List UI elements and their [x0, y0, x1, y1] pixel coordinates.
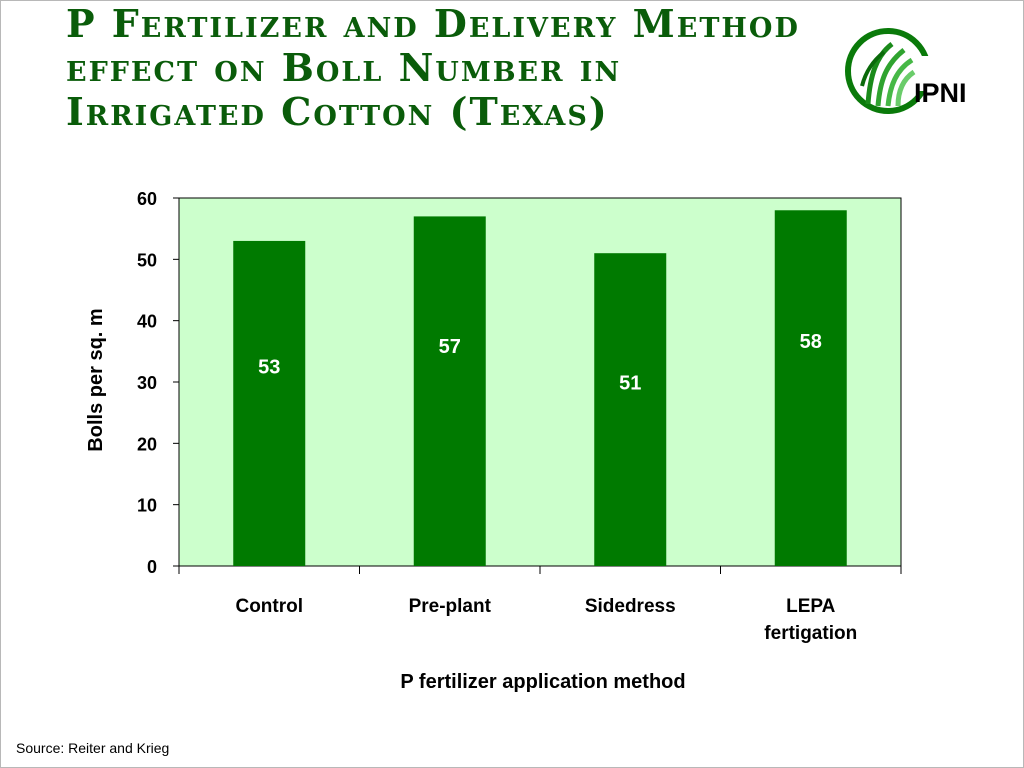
y-tick-label: 30: [137, 373, 157, 393]
x-axis-title: P fertilizer application method: [400, 671, 685, 693]
x-category-label: Control: [235, 596, 303, 617]
logo-text: IPNI: [914, 78, 967, 108]
bar: [233, 240, 306, 566]
slide-title: P Fertilizer and Delivery Method effect …: [66, 1, 800, 134]
data-label: 57: [439, 336, 461, 358]
data-label: 53: [258, 356, 280, 378]
bar: [413, 216, 486, 566]
bar: [774, 210, 847, 566]
y-tick-label: 40: [137, 312, 157, 332]
x-category-label: LEPA fertigation: [764, 596, 857, 644]
y-tick-label: 20: [137, 434, 157, 454]
data-label: 58: [800, 331, 822, 353]
y-tick-label: 0: [147, 557, 157, 577]
bar: [594, 253, 667, 566]
y-axis-title: Bolls per sq. m: [85, 308, 107, 451]
y-tick-label: 60: [137, 189, 157, 209]
source-note: Source: Reiter and Krieg: [16, 740, 170, 756]
data-label: 51: [619, 373, 641, 395]
ipni-logo-icon: [845, 28, 940, 114]
x-category-label: Pre-plant: [409, 596, 492, 617]
y-tick-label: 10: [137, 496, 157, 516]
y-tick-label: 50: [137, 250, 157, 270]
x-category-label: Sidedress: [585, 596, 676, 617]
